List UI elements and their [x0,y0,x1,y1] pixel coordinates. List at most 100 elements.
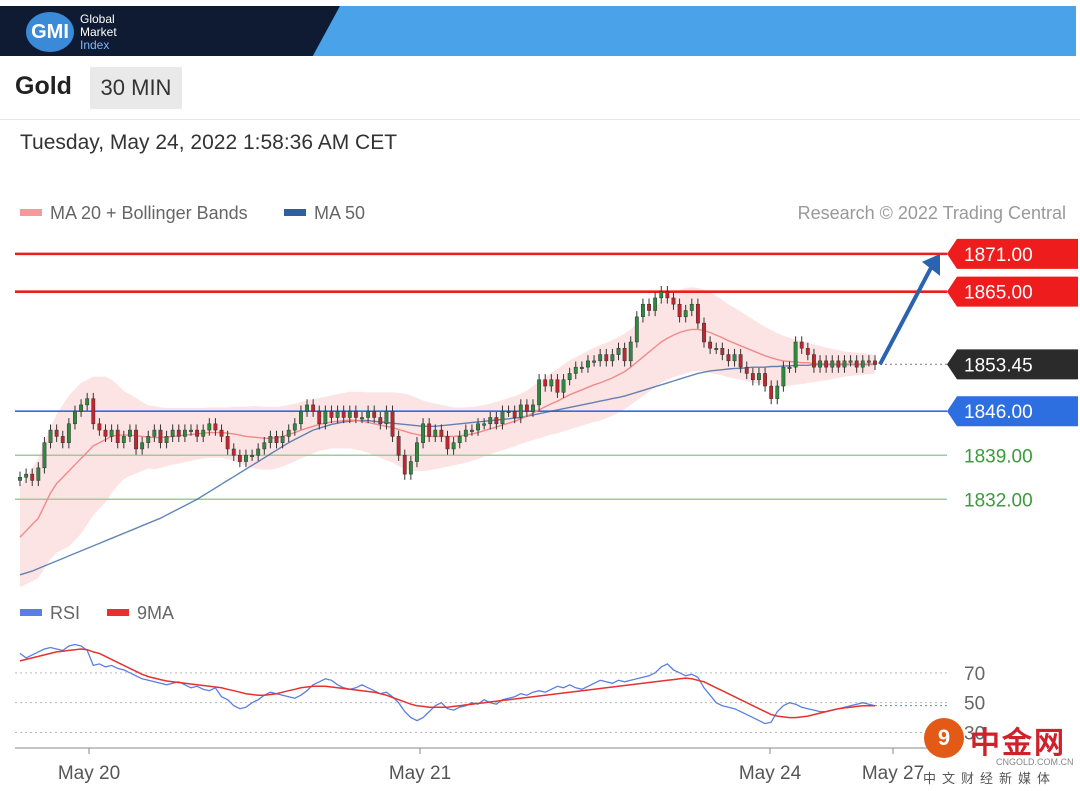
candle [305,399,309,417]
candle-body [36,467,41,481]
candle-body [604,354,609,362]
candle [323,405,328,430]
candle [378,411,383,430]
ma20-swatch [20,208,42,216]
candle-body [280,436,285,443]
candle-body [738,354,743,368]
candle [781,361,786,392]
candle [164,430,169,449]
candle-body [79,404,83,412]
header-bar: GMI Global Market Index [0,6,1076,56]
candle [793,336,798,373]
candle [854,355,859,373]
candle-body [158,429,163,443]
candle-body [531,404,535,412]
candle-body [561,379,566,393]
candle [372,405,377,424]
candle-body [213,423,218,431]
rsi-line [19,643,876,725]
candle [341,405,346,424]
candle [286,424,291,443]
candle [720,342,725,361]
candle-body [268,436,273,443]
candle-body [860,360,865,368]
candle [60,430,65,449]
candle-body [689,303,694,311]
level-tag-1865.00 [947,276,1078,307]
candle-body [60,436,65,443]
level-tag-1871.00 [947,238,1078,269]
level-label-1846.00: 1846.00 [964,402,1033,423]
level-tag-1846.00 [947,396,1078,427]
candle-body [30,473,35,481]
candle [689,298,694,317]
cngold-watermark: 9 中金网 CNGOLD.COM.CN 中文财经新媒体 [920,716,1080,791]
candle [665,285,670,304]
candle [622,342,627,367]
legend-ma20: MA 20 + Bollinger Bands [20,203,248,224]
divider [0,119,1080,120]
candle [641,298,645,323]
x-tick-label-May-24: May 24 [739,763,802,784]
candle-body [824,360,829,368]
candle [262,437,267,455]
candle-body [549,379,554,387]
candle [628,336,633,367]
candle [421,418,425,449]
candle [457,430,462,449]
candle [543,374,548,392]
candle-body [97,423,102,431]
candle-body [744,366,749,374]
candle-body [42,442,47,469]
candle [48,424,53,449]
candle [677,298,682,323]
candle [683,304,688,323]
candle-body [830,360,835,368]
candle [415,437,419,468]
candle-body [91,398,96,425]
candle-body [24,473,29,478]
gmi-logo[interactable]: GMI [26,12,74,52]
candle [842,355,847,373]
candle-body [848,360,853,363]
level-label-1871.00: 1871.00 [964,245,1033,266]
candle-body [408,461,413,475]
candle [231,443,236,461]
legend-ma20-label: MA 20 + Bollinger Bands [50,203,248,223]
candle-body [482,423,487,426]
candle [109,424,114,443]
candle [189,424,193,436]
candle-body [836,360,841,368]
candle [439,424,444,443]
candle [366,405,371,424]
candle [244,449,248,468]
candle [152,424,157,443]
candle [818,355,822,373]
candle [512,405,517,424]
candle-body [390,410,395,437]
candle-body [457,436,462,443]
candle-body [592,360,596,363]
candle-body [634,316,639,343]
candle-body [195,429,200,437]
candle-body [512,410,517,418]
candle [335,405,340,424]
candle [799,336,804,354]
candle [91,392,96,430]
candle-body [54,429,59,437]
candle-body [109,429,114,437]
candle [140,437,145,455]
candle-body [610,354,615,362]
candle-body [598,354,603,362]
timeframe-badge[interactable]: 30 MIN [90,67,182,109]
candle [873,355,877,370]
candle [213,418,218,436]
timestamp: Tuesday, May 24, 2022 1:58:36 AM CET [20,131,398,154]
candle [121,430,126,449]
candle [427,418,432,443]
candle [115,424,120,449]
candle-body [244,455,248,462]
candle [476,418,480,436]
candle [97,418,102,436]
